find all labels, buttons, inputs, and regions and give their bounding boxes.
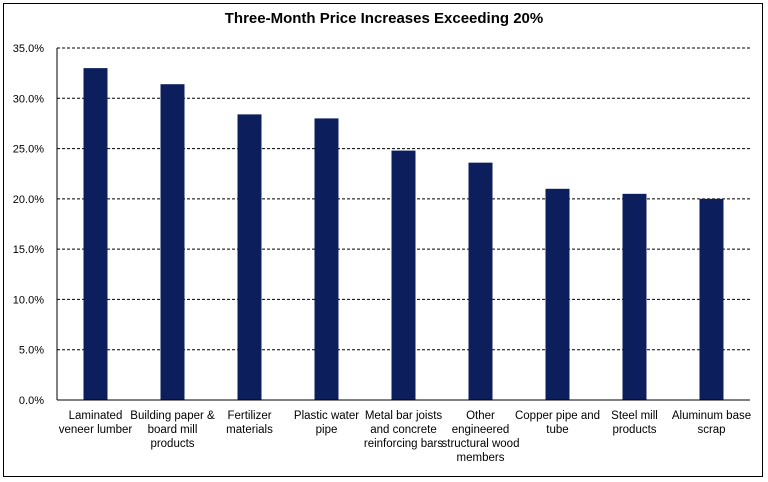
bar — [622, 193, 647, 400]
y-tick-label: 35.0% — [13, 43, 44, 55]
x-tick-label: Building paper & board mill products — [130, 410, 215, 450]
x-tick-label: Laminated veneer lumber — [58, 410, 133, 436]
y-tick-label: 25.0% — [13, 144, 44, 156]
x-tick-label: Plastic water pipe — [293, 410, 360, 436]
bar — [237, 114, 262, 401]
y-tick-label: 5.0% — [19, 345, 44, 357]
bar — [545, 188, 570, 400]
x-tick-label: Fertilizer materials — [226, 410, 273, 436]
bar — [160, 84, 185, 400]
y-tick-label: 20.0% — [13, 194, 44, 206]
x-tick-label: Metal bar joists and concrete reinforcin… — [363, 410, 444, 450]
x-tick-label: Steel mill products — [611, 410, 658, 436]
x-tick-label: Aluminum base scrap — [671, 410, 752, 436]
bar — [699, 198, 724, 400]
x-tick-label: Other engineered structural wood members — [441, 410, 520, 464]
x-tick-label: Copper pipe and tube — [514, 410, 601, 436]
y-tick-label: 0.0% — [19, 395, 44, 407]
y-tick-label: 10.0% — [13, 294, 44, 306]
bar — [83, 68, 108, 400]
y-tick-label: 15.0% — [13, 244, 44, 256]
chart-title: Three-Month Price Increases Exceeding 20… — [224, 10, 544, 27]
bar — [391, 150, 416, 400]
y-tick-label: 30.0% — [13, 93, 44, 105]
bar — [468, 162, 493, 400]
bar — [314, 118, 339, 401]
